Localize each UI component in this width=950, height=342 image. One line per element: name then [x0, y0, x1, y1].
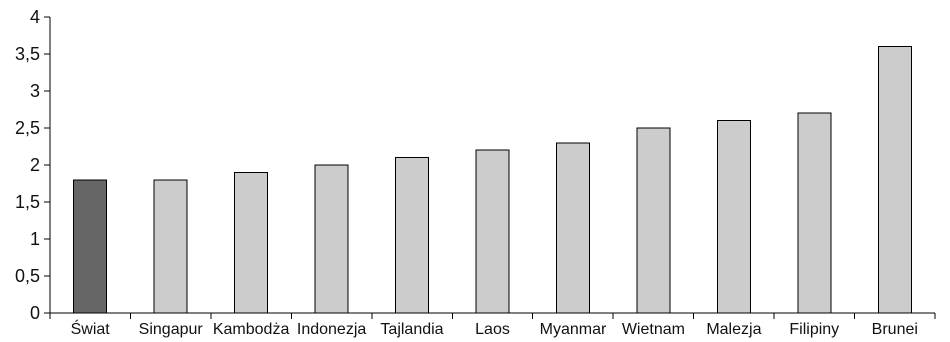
- y-tick-label: 3,5: [15, 44, 40, 64]
- category-label: Kambodża: [213, 321, 290, 338]
- y-tick-label: 1: [30, 229, 40, 249]
- y-tick-label: 0,5: [15, 266, 40, 286]
- y-tick-label: 2,5: [15, 118, 40, 138]
- bar: [556, 142, 590, 314]
- y-tick-label: 2: [30, 155, 40, 175]
- category-label: Laos: [475, 321, 510, 338]
- category-label: Malezja: [706, 321, 761, 338]
- y-tick-label: 3: [30, 81, 40, 101]
- bar: [797, 112, 832, 314]
- bar: [716, 120, 751, 314]
- bar: [395, 157, 429, 314]
- y-tick-label: 4: [30, 7, 40, 27]
- category-label: Indonezja: [297, 321, 366, 338]
- category-labels: Świat Singapur Kambodża Indonezja Tajlandia L…: [71, 319, 918, 338]
- bar: [475, 149, 510, 314]
- category-label: Świat: [71, 319, 111, 338]
- category-label: Wietnam: [622, 321, 685, 338]
- category-label: Singapur: [139, 321, 204, 338]
- bar: [73, 179, 108, 314]
- bar: [636, 127, 671, 314]
- bar: [153, 179, 188, 314]
- bars-group: [73, 46, 912, 314]
- category-label: Tajlandia: [380, 321, 443, 338]
- bar: [877, 46, 912, 314]
- category-label: Myanmar: [540, 321, 607, 338]
- x-axis: [49, 312, 936, 319]
- bar: [314, 164, 349, 314]
- bar: [234, 171, 269, 314]
- y-axis: 0 0,5 1 1,5 2 2,5 3 3,5 4: [15, 7, 51, 323]
- y-tick-label: 1,5: [15, 192, 40, 212]
- category-label: Brunei: [872, 321, 918, 338]
- category-label: Filipiny: [789, 321, 839, 338]
- y-tick-label: 0: [30, 303, 40, 323]
